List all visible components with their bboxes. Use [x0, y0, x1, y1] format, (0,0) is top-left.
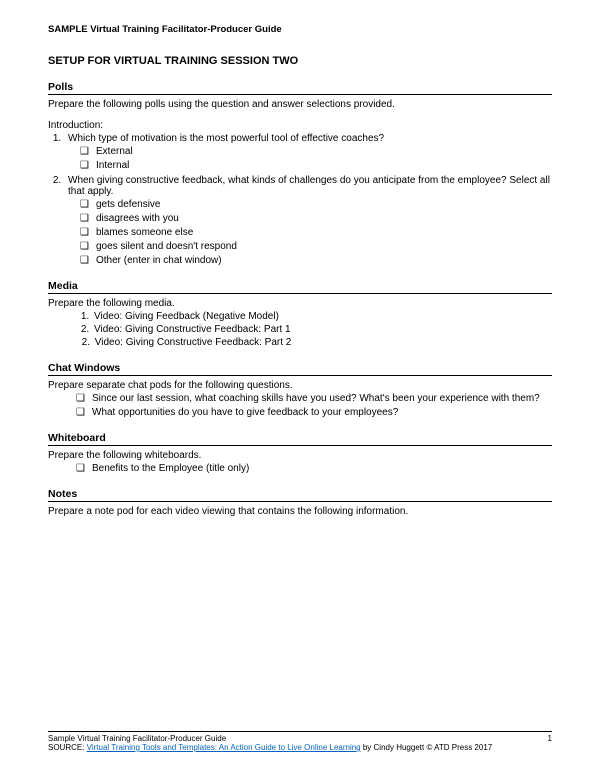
poll-option: blames someone else [80, 227, 552, 238]
chat-intro: Prepare separate chat pods for the follo… [48, 380, 552, 391]
poll-q2-text: When giving constructive feedback, what … [68, 175, 550, 197]
chat-item: Since our last session, what coaching sk… [76, 393, 552, 404]
media-item-dup: 2. Video: Giving Constructive Feedback: … [48, 337, 552, 348]
media-item-text: Video: Giving Constructive Feedback: Par… [95, 337, 292, 348]
polls-subheading: Introduction: [48, 120, 552, 131]
poll-q2-options: gets defensive disagrees with you blames… [68, 199, 552, 266]
poll-option: Other (enter in chat window) [80, 255, 552, 266]
poll-question-2: When giving constructive feedback, what … [64, 175, 552, 266]
poll-option: Internal [80, 160, 552, 171]
source-link[interactable]: Virtual Training Tools and Templates: An… [87, 743, 361, 752]
whiteboard-intro: Prepare the following whiteboards. [48, 450, 552, 461]
media-intro: Prepare the following media. [48, 298, 552, 309]
section-heading-whiteboard: Whiteboard [48, 432, 552, 446]
section-heading-media: Media [48, 280, 552, 294]
polls-question-list: Which type of motivation is the most pow… [48, 133, 552, 266]
source-byline: by Cindy Huggett © ATD Press 2017 [361, 743, 493, 752]
poll-question-1: Which type of motivation is the most pow… [64, 133, 552, 171]
media-item: Video: Giving Constructive Feedback: Par… [92, 324, 552, 335]
section-heading-notes: Notes [48, 488, 552, 502]
footer-title: Sample Virtual Training Facilitator-Prod… [48, 734, 226, 743]
whiteboard-list: Benefits to the Employee (title only) [48, 463, 552, 474]
chat-list: Since our last session, what coaching sk… [48, 393, 552, 418]
poll-option: disagrees with you [80, 213, 552, 224]
page-title: SETUP FOR VIRTUAL TRAINING SESSION TWO [48, 55, 552, 67]
poll-q1-options: External Internal [68, 146, 552, 171]
poll-option: goes silent and doesn't respond [80, 241, 552, 252]
source-label: SOURCE: [48, 743, 87, 752]
chat-item: What opportunities do you have to give f… [76, 407, 552, 418]
notes-intro: Prepare a note pod for each video viewin… [48, 506, 552, 517]
section-heading-polls: Polls [48, 81, 552, 95]
section-heading-chat: Chat Windows [48, 362, 552, 376]
page-footer: Sample Virtual Training Facilitator-Prod… [48, 731, 552, 752]
media-item: Video: Giving Feedback (Negative Model) [92, 311, 552, 322]
document-header: SAMPLE Virtual Training Facilitator-Prod… [48, 24, 552, 35]
footer-source: SOURCE: Virtual Training Tools and Templ… [48, 743, 552, 752]
media-number: 2. [76, 337, 90, 348]
polls-intro: Prepare the following polls using the qu… [48, 99, 552, 110]
page-number: 1 [548, 734, 552, 743]
poll-option: External [80, 146, 552, 157]
poll-option: gets defensive [80, 199, 552, 210]
media-list: Video: Giving Feedback (Negative Model) … [48, 311, 552, 335]
poll-q1-text: Which type of motivation is the most pow… [68, 133, 384, 144]
whiteboard-item: Benefits to the Employee (title only) [76, 463, 552, 474]
